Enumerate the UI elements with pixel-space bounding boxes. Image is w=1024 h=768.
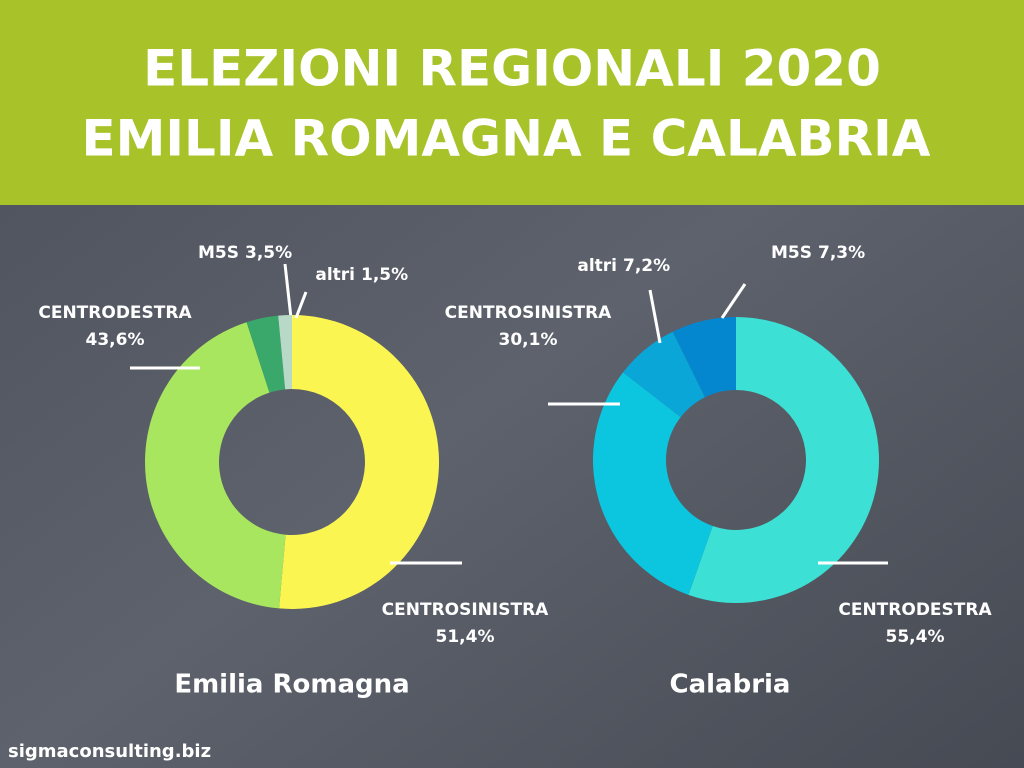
title-line: EMILIA ROMAGNA E CALABRIA: [82, 110, 931, 168]
leader-line: [648, 289, 662, 344]
donut-slice: [672, 317, 736, 398]
donut-slice: [144, 322, 286, 609]
donut-slice: [246, 315, 286, 393]
header-band: [0, 0, 1024, 205]
footer: sigmaconsulting.biz: [8, 741, 211, 762]
slice-value: 30,1%: [499, 330, 558, 350]
donut-slice: [688, 317, 880, 603]
donut-slice: [623, 331, 706, 418]
title-line: ELEZIONI REGIONALI 2020: [143, 40, 881, 98]
slice-value: 3,5%: [245, 243, 292, 263]
slice-value: 1,5%: [361, 265, 408, 285]
chart-title: Emilia Romagna: [174, 670, 409, 700]
slice-label: CENTROSINISTRA: [382, 600, 550, 620]
slice-value: 55,4%: [886, 627, 945, 647]
slice-label: CENTRODESTRA: [38, 303, 192, 323]
chart-title: Calabria: [670, 670, 791, 700]
slice-label: altri: [315, 265, 355, 285]
slice-label: M5S: [198, 243, 239, 263]
slice-value: 7,2%: [623, 256, 670, 276]
slice-value: 51,4%: [436, 627, 495, 647]
slice-label: CENTROSINISTRA: [445, 303, 613, 323]
leader-line: [283, 263, 293, 319]
donut-slice: [592, 372, 713, 595]
slice-label: CENTRODESTRA: [838, 600, 992, 620]
leader-line: [720, 283, 747, 319]
leader-line: [294, 291, 308, 319]
slice-label: altri: [577, 256, 617, 276]
slice-value: 43,6%: [86, 330, 145, 350]
donut-slice: [279, 315, 439, 609]
slice-label: M5S: [771, 243, 812, 263]
donut-slice: [278, 315, 292, 390]
slice-value: 7,3%: [818, 243, 865, 263]
